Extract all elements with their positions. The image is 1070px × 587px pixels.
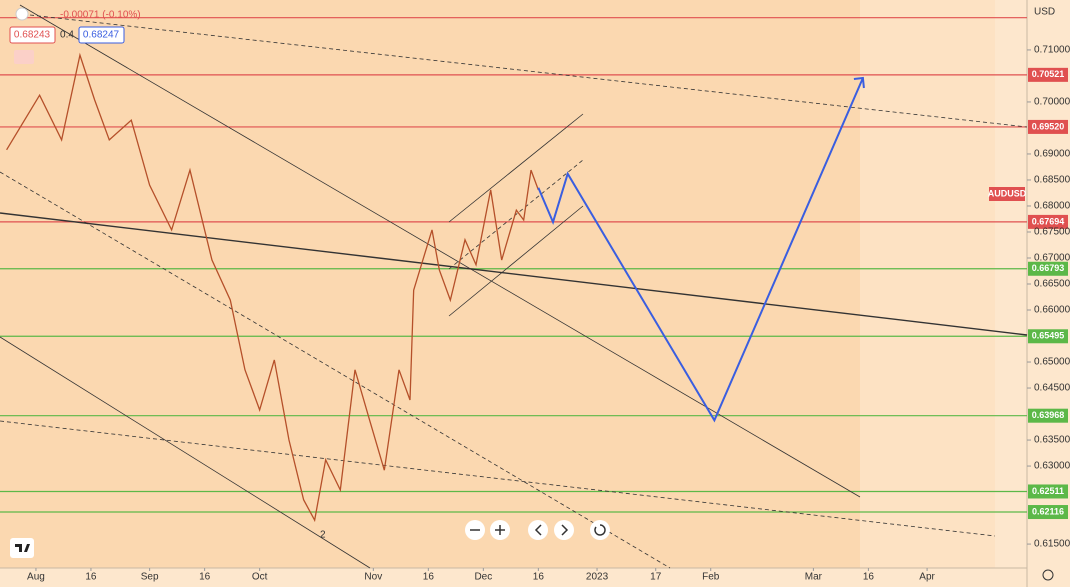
level-label: 0.70521 <box>1032 69 1065 79</box>
y-tick-label: 0.66500 <box>1034 279 1070 290</box>
wave-label: 2 <box>320 530 326 541</box>
level-badge <box>1028 119 1068 134</box>
shaded-zone <box>0 0 860 568</box>
level-label: 0.66793 <box>1032 263 1065 273</box>
y-tick-label: 0.61500 <box>1034 539 1070 550</box>
x-tick-label: Mar <box>805 572 823 583</box>
level-badge <box>1028 67 1068 82</box>
nav-buttons <box>465 520 610 540</box>
icon <box>15 7 29 21</box>
currency: USD <box>1034 7 1055 18</box>
y-tick-label: 0.67000 <box>1034 253 1070 264</box>
y-tick-label: 0.63000 <box>1034 461 1070 472</box>
level-label: 0.62511 <box>1032 486 1064 496</box>
shaded-zone <box>860 0 995 568</box>
x-tick-label: Dec <box>474 572 492 583</box>
y-tick-label: 0.67500 <box>1034 227 1070 238</box>
level-badge <box>1028 408 1068 423</box>
settings[interactable] <box>1042 569 1054 581</box>
symbol: AUDUSD <box>988 188 1027 198</box>
projection-line <box>537 77 864 423</box>
y-tick-label: 0.69000 <box>1034 149 1070 160</box>
scroll-left[interactable] <box>528 520 548 540</box>
level-label: 0.62116 <box>1032 506 1064 516</box>
x-tick-label: 16 <box>423 572 435 583</box>
ask-box[interactable] <box>78 26 125 44</box>
level-badge <box>1028 214 1068 229</box>
x-tick-label: Aug <box>27 572 45 583</box>
x-tick-label: Sep <box>141 572 159 583</box>
level-label: 0.63968 <box>1032 410 1065 420</box>
price-line <box>6 52 539 523</box>
reset[interactable] <box>590 520 610 540</box>
x-tick-label: 16 <box>199 572 211 583</box>
logo-mark <box>15 544 30 552</box>
level-badge <box>1028 505 1068 520</box>
y-tick-label: 0.65000 <box>1034 357 1070 368</box>
level-badge <box>1028 484 1068 499</box>
x-tick-label: 16 <box>863 572 875 583</box>
spread: 0.4 <box>60 30 74 41</box>
y-tick-label: 0.68000 <box>1034 201 1070 212</box>
level-badge <box>1028 329 1068 344</box>
drawings <box>0 4 1028 569</box>
change: -0.00071 (-0.10%) <box>60 10 141 21</box>
x-tick-label: 16 <box>85 572 97 583</box>
x-tick-label: 16 <box>533 572 545 583</box>
y-tick-label: 0.71000 <box>1034 45 1070 56</box>
bid: 0.68243 <box>14 30 51 41</box>
level-label: 0.65495 <box>1032 331 1065 341</box>
y-tick-label: 0.66000 <box>1034 305 1070 316</box>
level-label: 0.69520 <box>1032 121 1065 131</box>
x-tick-label: 2023 <box>586 572 609 583</box>
level-label: 0.67694 <box>1032 216 1065 226</box>
symbol-box <box>989 187 1025 201</box>
y-tick-label: 0.70000 <box>1034 97 1070 108</box>
bid-box[interactable] <box>9 26 56 44</box>
arrow-head <box>853 76 865 89</box>
x-tick-label: 17 <box>650 572 662 583</box>
alert-icon[interactable] <box>14 50 34 64</box>
x-tick-label: Feb <box>702 572 720 583</box>
y-tick-label: 0.68500 <box>1034 175 1070 186</box>
x-tick-label: Oct <box>252 572 268 583</box>
y-tick-label: 0.63500 <box>1034 435 1070 446</box>
x-tick-label: Nov <box>364 572 382 583</box>
y-tick-label: 0.64500 <box>1034 383 1070 394</box>
ask: 0.68247 <box>83 30 120 41</box>
x-tick-label: Apr <box>919 572 935 583</box>
scroll-right[interactable] <box>554 520 574 540</box>
level-badge <box>1028 261 1068 276</box>
